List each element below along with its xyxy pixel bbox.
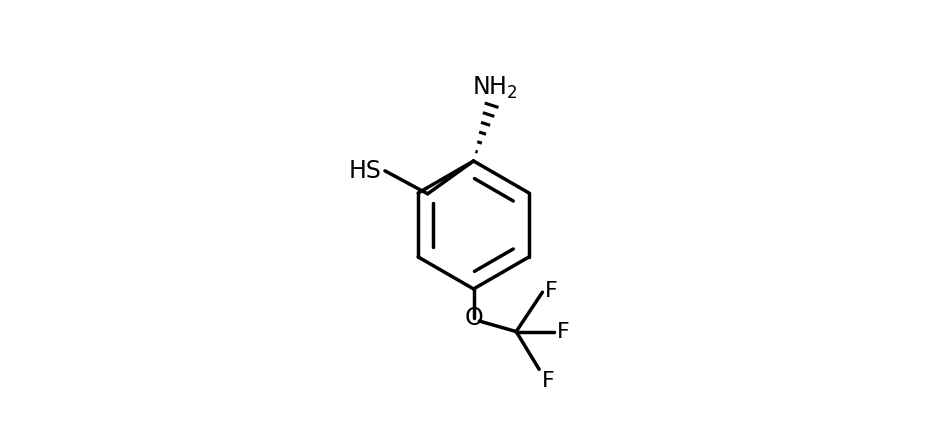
Text: O: O	[464, 306, 483, 331]
Text: F: F	[541, 371, 555, 391]
Text: F: F	[545, 281, 557, 301]
Text: HS: HS	[348, 159, 381, 183]
Text: F: F	[556, 322, 570, 342]
Text: NH$_2$: NH$_2$	[472, 75, 518, 101]
